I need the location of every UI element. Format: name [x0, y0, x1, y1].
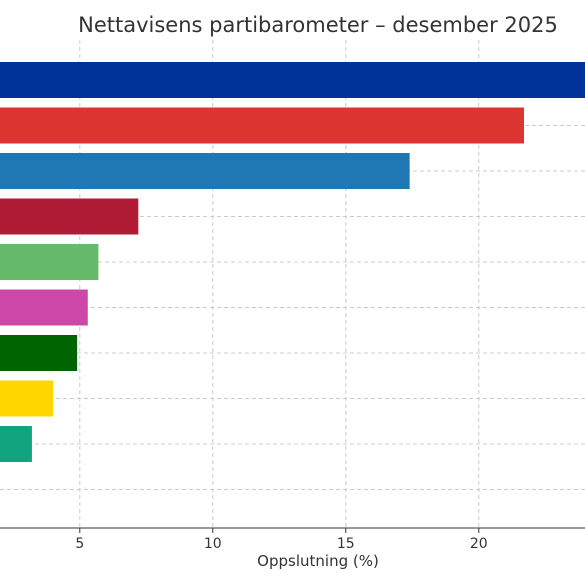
x-tick-label: 10 [204, 536, 222, 552]
bar [0, 380, 54, 417]
grid [0, 40, 585, 528]
x-tick-label: 5 [75, 536, 84, 552]
chart-title: Nettavisens partibarometer – desember 20… [78, 13, 558, 37]
bar [0, 289, 88, 326]
x-tick-label: 20 [470, 536, 488, 552]
bar [0, 426, 32, 462]
x-ticks: 5 10 15 20 [75, 528, 488, 552]
x-tick-label: 15 [337, 536, 355, 552]
bar [0, 335, 78, 371]
bar [0, 107, 525, 144]
bar [0, 153, 410, 189]
x-axis-label: Oppslutning (%) [257, 552, 379, 570]
bar [0, 244, 99, 280]
bar [0, 62, 585, 98]
bar [0, 198, 139, 235]
bars [0, 62, 585, 462]
